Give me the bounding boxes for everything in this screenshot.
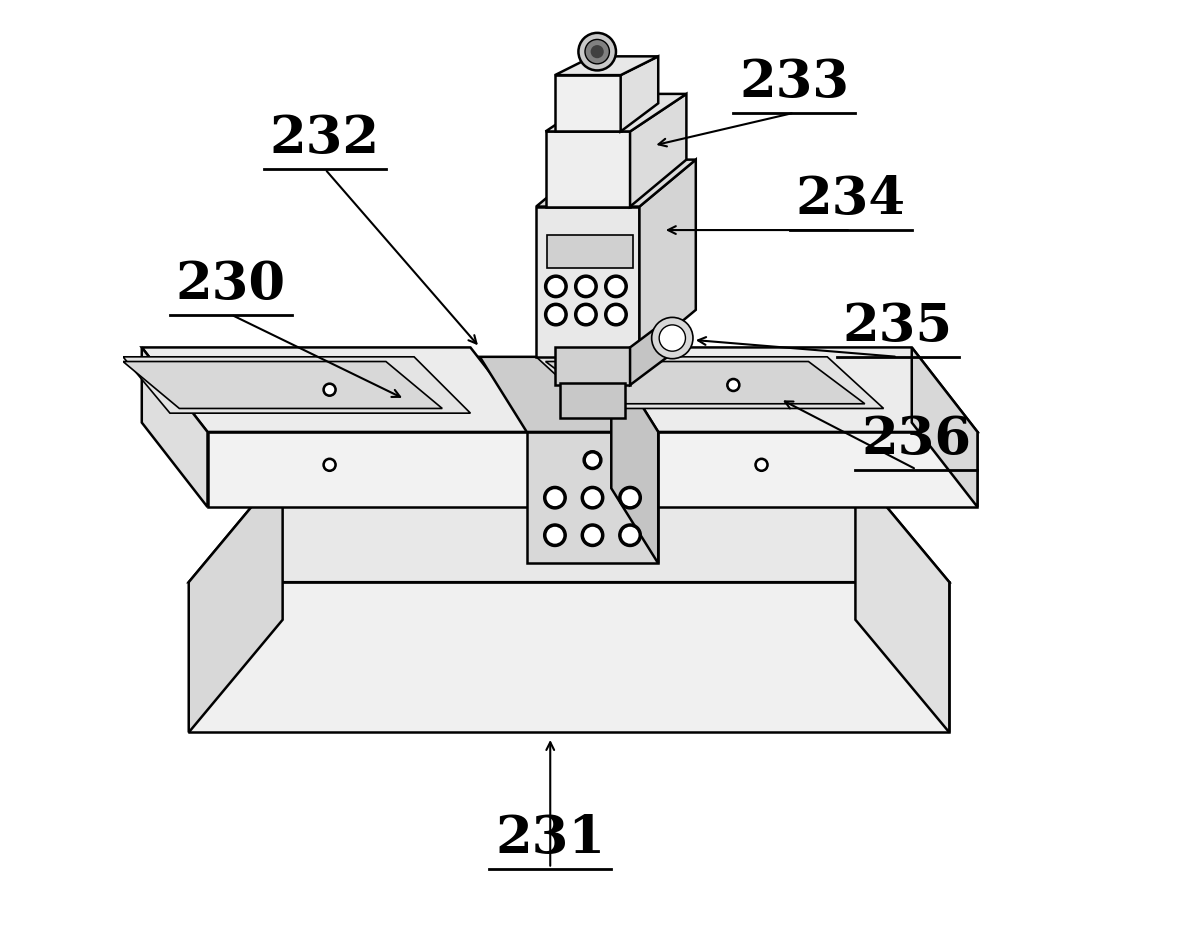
Circle shape <box>608 306 624 323</box>
Circle shape <box>575 303 597 326</box>
Polygon shape <box>547 235 633 268</box>
Circle shape <box>622 489 639 506</box>
Circle shape <box>585 454 600 467</box>
Polygon shape <box>527 432 658 563</box>
Circle shape <box>755 458 768 471</box>
Circle shape <box>544 524 566 546</box>
Polygon shape <box>611 357 658 563</box>
Circle shape <box>583 451 602 470</box>
Circle shape <box>546 489 563 506</box>
Polygon shape <box>559 383 626 418</box>
Polygon shape <box>545 94 686 131</box>
Polygon shape <box>621 56 658 131</box>
Circle shape <box>584 489 601 506</box>
Polygon shape <box>536 160 696 207</box>
Polygon shape <box>630 432 978 507</box>
Circle shape <box>578 33 616 70</box>
Circle shape <box>581 486 604 509</box>
Circle shape <box>622 527 639 544</box>
Text: 234: 234 <box>795 175 905 225</box>
Circle shape <box>604 303 627 326</box>
Polygon shape <box>911 347 978 507</box>
Circle shape <box>581 524 604 546</box>
Polygon shape <box>142 347 207 507</box>
Polygon shape <box>555 56 658 75</box>
Polygon shape <box>630 94 686 207</box>
Polygon shape <box>480 357 658 432</box>
Circle shape <box>324 458 337 471</box>
Circle shape <box>585 39 609 64</box>
Circle shape <box>619 524 641 546</box>
Circle shape <box>584 527 601 544</box>
Circle shape <box>659 325 685 351</box>
Polygon shape <box>207 432 536 507</box>
Polygon shape <box>188 470 283 732</box>
Polygon shape <box>545 131 630 207</box>
Polygon shape <box>630 319 667 385</box>
Circle shape <box>545 275 568 298</box>
Polygon shape <box>142 347 536 432</box>
Circle shape <box>547 306 564 323</box>
Polygon shape <box>545 362 865 404</box>
Polygon shape <box>188 582 949 732</box>
Circle shape <box>652 317 693 359</box>
Circle shape <box>577 306 595 323</box>
Text: 231: 231 <box>495 813 606 864</box>
Circle shape <box>324 383 337 396</box>
Circle shape <box>544 486 566 509</box>
Circle shape <box>546 527 563 544</box>
Circle shape <box>547 278 564 295</box>
Circle shape <box>575 275 597 298</box>
Polygon shape <box>536 357 884 408</box>
Circle shape <box>726 378 739 392</box>
Circle shape <box>757 460 767 470</box>
Text: 232: 232 <box>270 114 380 164</box>
Polygon shape <box>555 75 621 131</box>
Circle shape <box>608 278 624 295</box>
Circle shape <box>325 460 334 470</box>
Text: 235: 235 <box>843 301 953 352</box>
Text: 233: 233 <box>739 57 850 108</box>
Circle shape <box>619 486 641 509</box>
Polygon shape <box>123 362 442 408</box>
Polygon shape <box>640 160 696 357</box>
Polygon shape <box>123 357 470 413</box>
Text: 230: 230 <box>175 259 286 310</box>
Polygon shape <box>555 347 630 385</box>
Circle shape <box>590 45 604 58</box>
Polygon shape <box>564 347 978 432</box>
Circle shape <box>325 385 334 394</box>
Polygon shape <box>856 470 949 732</box>
Text: 236: 236 <box>861 414 972 465</box>
Circle shape <box>577 278 595 295</box>
Circle shape <box>604 275 627 298</box>
Circle shape <box>729 380 738 390</box>
Polygon shape <box>536 207 640 357</box>
Circle shape <box>545 303 568 326</box>
Polygon shape <box>188 470 949 582</box>
